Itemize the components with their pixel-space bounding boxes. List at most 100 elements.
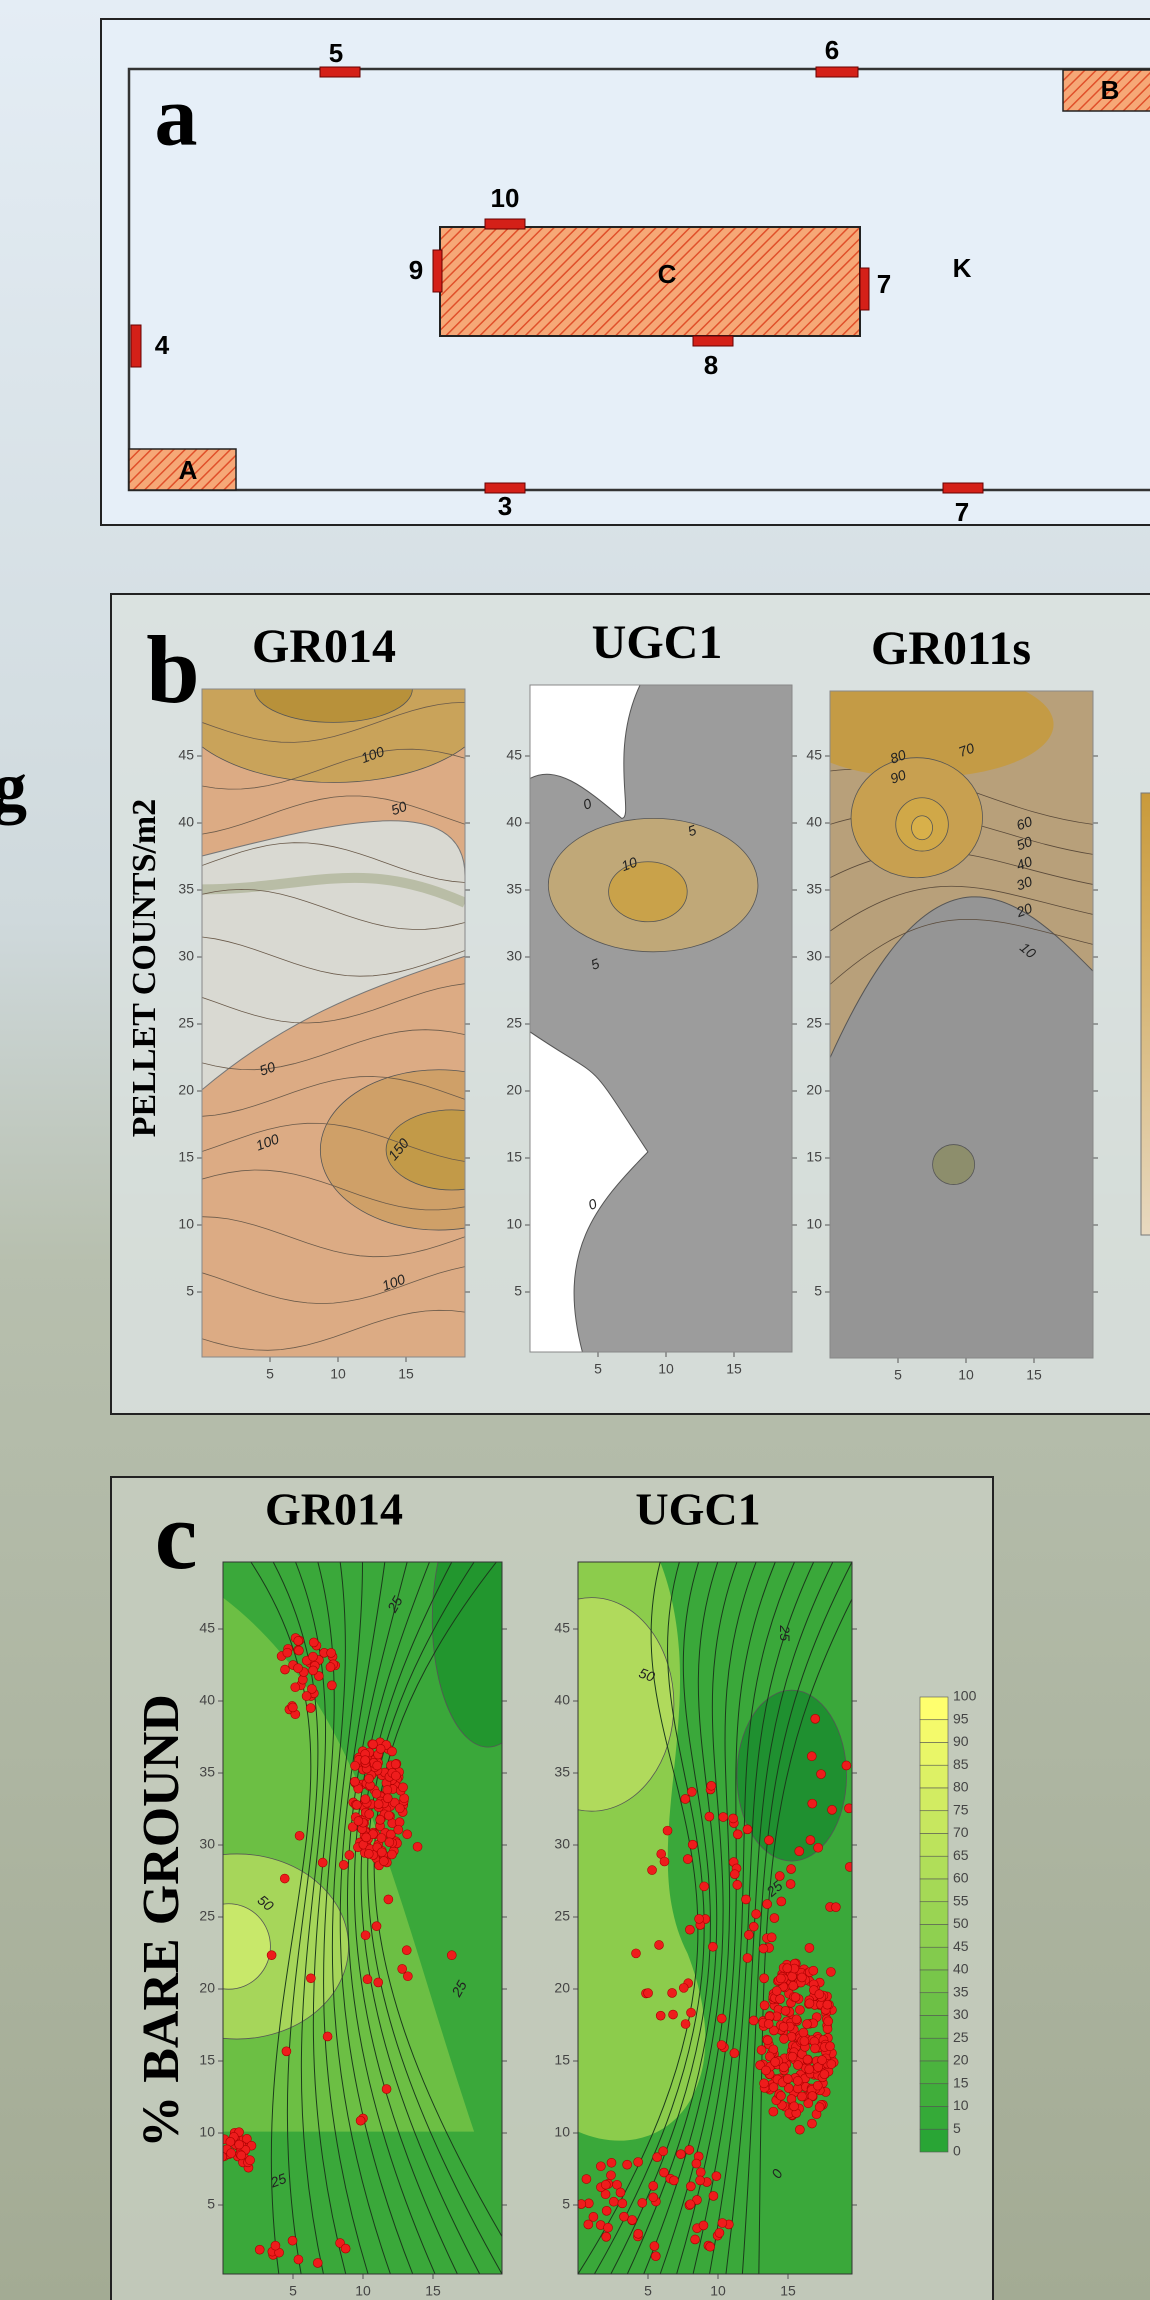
sample-dot [395,1804,404,1813]
sample-dot [815,1990,824,1999]
sample-dot [803,2020,812,2029]
sample-dot [398,1964,407,1973]
sample-dot [601,2180,610,2189]
sample-dot [354,1817,363,1826]
sample-dot [759,1944,768,1953]
sample-dot [447,1951,456,1960]
sample-dot [383,1786,392,1795]
sample-dot [649,2193,658,2202]
colorbar-label: 55 [953,1892,969,1908]
colorbar-segment [920,1743,948,1766]
sample-dot [306,1704,315,1713]
sample-dot [696,2176,705,2185]
sample-dot [280,1874,289,1883]
sample-dot [326,1663,335,1672]
sample-dot [402,1946,411,1955]
colorbar-segment [920,1765,948,1788]
y-tick-label: 35 [506,881,522,897]
sample-dot [709,2191,718,2200]
colorbar-segment [920,1834,948,1857]
sample-dot [323,2032,332,2041]
panel-label: a [155,68,198,164]
y-tick-label: 40 [178,814,194,830]
sample-dot [767,1933,776,1942]
colorbar-label: 70 [953,1824,969,1840]
y-tick-label: 10 [506,1216,522,1232]
y-tick-label: 15 [178,1149,194,1165]
sample-dot [619,2212,628,2221]
sample-dot [730,1870,739,1879]
sample-dot [302,1692,311,1701]
x-tick-label: 10 [330,1366,346,1382]
y-tick-label: 25 [806,1015,822,1031]
contour-map [530,685,792,1352]
sample-dot [685,1925,694,1934]
sample-dot [341,2244,350,2253]
sample-dot [294,1664,303,1673]
sample-dot [255,2245,264,2254]
sample-dot [669,2176,678,2185]
sample-dot [818,2056,827,2065]
sample-dot [749,1922,758,1931]
sample-dot [596,2162,605,2171]
x-tick-label: 15 [1026,1367,1042,1383]
sample-dot [700,1882,709,1891]
sample-dot [817,1770,826,1779]
y-tick-label: 10 [178,1216,194,1232]
sample-dot [771,2057,780,2066]
sample-dot [787,1865,796,1874]
sample-dot [795,1847,804,1856]
sample-dot [318,1858,327,1867]
sample-dot [760,1974,769,1983]
sample-dot [781,2006,790,2015]
sample-dot [783,1964,792,1973]
sample-dot [267,1951,276,1960]
y-tick-label: 45 [554,1620,570,1636]
sample-dot [651,2252,660,2261]
sample-dot [743,1825,752,1834]
sample-dot [695,1914,704,1923]
sample-dot [691,2235,700,2244]
sample-dot [797,2092,806,2101]
y-tick-label: 20 [554,1980,570,1996]
sample-dot [679,1983,688,1992]
sample-dot [788,2052,797,2061]
sample-dot [717,2014,726,2023]
colorbar-label: 50 [953,1915,969,1931]
sample-dot [394,1825,403,1834]
sample-dot [783,2074,792,2083]
y-tick-label: 15 [554,2052,570,2068]
sample-dot [235,2140,244,2149]
marker-label: 5 [329,38,343,68]
sample-dot [828,1805,837,1814]
sample-dot [606,2171,615,2180]
sample-dot [699,2221,708,2230]
sample-dot [376,1815,385,1824]
colorbar-segment [920,2061,948,2084]
y-tick-label: 45 [199,1620,215,1636]
y-axis-label: % BARE GROUND [133,1694,190,2148]
x-tick-label: 5 [594,1361,602,1377]
sample-dot [769,2107,778,2116]
colorbar-segment [920,1970,948,1993]
sample-dot [683,1855,692,1864]
colorbar-segment [920,1811,948,1834]
marker-label: 10 [491,183,520,213]
sample-dot [790,2102,799,2111]
sample-dot [291,1683,300,1692]
sample-dot [805,1999,814,2008]
sample-dot [764,2019,773,2028]
sample-dot [687,2008,696,2017]
sample-dot [719,1813,728,1822]
sample-dot [373,1761,382,1770]
colorbar-label: 45 [953,1938,969,1954]
sample-dot [295,1831,304,1840]
sample-dot [655,1940,664,1949]
sample-dot [377,1834,386,1843]
sample-dot [765,1836,774,1845]
sample-dot [789,1981,798,1990]
x-tick-label: 15 [398,1366,414,1382]
sample-dot [811,1714,820,1723]
sample-dot [793,2061,802,2070]
sample-dot [382,2085,391,2094]
